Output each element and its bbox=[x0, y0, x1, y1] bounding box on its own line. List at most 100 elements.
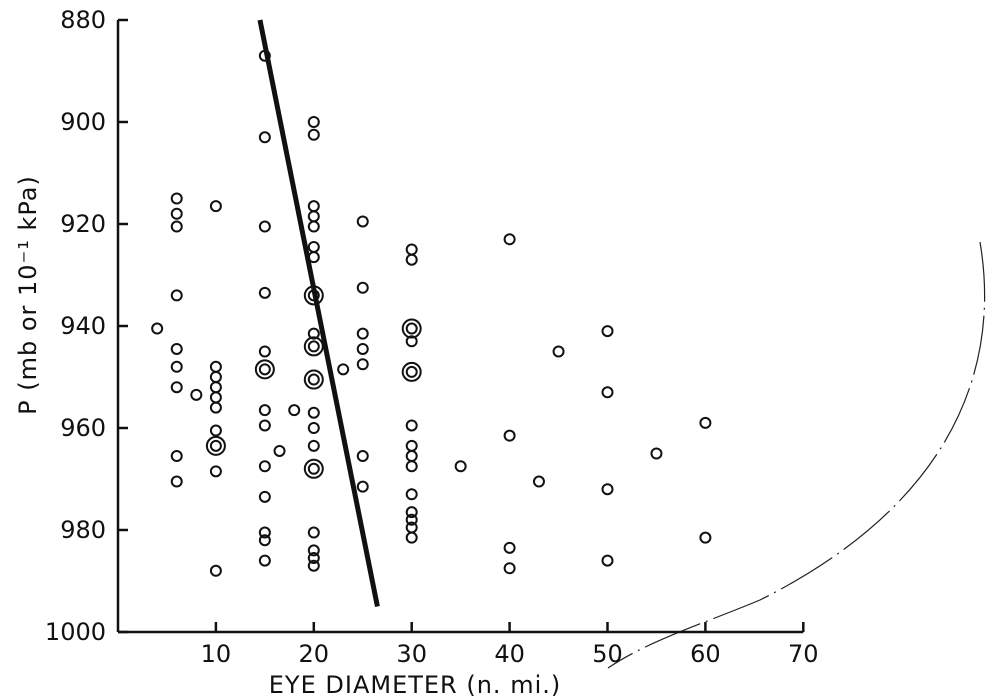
y-tick-label: 1000 bbox=[45, 618, 106, 646]
data-point bbox=[405, 335, 418, 348]
data-point bbox=[258, 526, 271, 539]
data-point bbox=[170, 381, 183, 394]
data-point-double bbox=[307, 373, 320, 386]
data-point bbox=[356, 327, 369, 340]
data-point bbox=[209, 360, 222, 373]
data-point bbox=[273, 444, 286, 457]
data-point bbox=[405, 253, 418, 266]
data-point bbox=[170, 289, 183, 302]
data-point bbox=[258, 131, 271, 144]
x-tick-label: 50 bbox=[592, 640, 623, 668]
data-point-double bbox=[405, 322, 418, 335]
scan-artifact-arc bbox=[607, 241, 986, 669]
data-point-outer-ring bbox=[303, 336, 324, 357]
data-point bbox=[356, 342, 369, 355]
data-point bbox=[209, 424, 222, 437]
data-point bbox=[307, 116, 320, 128]
data-point bbox=[170, 450, 183, 463]
x-tick-label: 70 bbox=[788, 640, 819, 668]
data-point bbox=[258, 534, 271, 547]
data-point bbox=[307, 210, 320, 223]
data-point-outer-ring bbox=[401, 361, 422, 382]
data-point-outer-ring bbox=[205, 435, 226, 456]
data-point bbox=[699, 531, 712, 544]
data-point-outer-ring bbox=[254, 359, 275, 380]
data-point bbox=[307, 406, 320, 419]
tick-marks bbox=[118, 18, 805, 634]
data-point bbox=[288, 404, 301, 417]
data-point bbox=[356, 450, 369, 463]
data-point-double bbox=[405, 365, 418, 378]
data-point-double bbox=[209, 439, 222, 452]
data-point bbox=[307, 240, 320, 253]
data-point-double bbox=[307, 462, 320, 475]
data-point bbox=[258, 220, 271, 233]
data-point bbox=[209, 465, 222, 478]
data-point bbox=[209, 371, 222, 383]
data-point bbox=[170, 360, 183, 373]
data-point bbox=[209, 564, 222, 577]
data-point bbox=[307, 327, 320, 340]
data-point bbox=[601, 325, 614, 338]
data-point bbox=[258, 286, 271, 299]
x-tick-label: 30 bbox=[396, 640, 427, 668]
data-point bbox=[503, 429, 516, 442]
data-point bbox=[307, 200, 320, 213]
data-point bbox=[307, 526, 320, 539]
data-point bbox=[356, 480, 369, 493]
data-point bbox=[503, 541, 516, 554]
data-point-outer-ring bbox=[303, 458, 324, 479]
data-point bbox=[503, 233, 516, 246]
data-point bbox=[307, 128, 320, 141]
data-point bbox=[190, 388, 203, 401]
data-point bbox=[405, 419, 418, 432]
data-point bbox=[258, 419, 271, 432]
data-point bbox=[405, 488, 418, 501]
data-point bbox=[209, 381, 222, 394]
y-tick-label: 880 bbox=[60, 6, 106, 34]
y-tick-labels: 880 900 920 940 960 980 1000 bbox=[45, 6, 106, 646]
x-tick-label: 20 bbox=[299, 640, 330, 668]
data-point bbox=[170, 220, 183, 233]
data-point bbox=[307, 439, 320, 452]
data-point bbox=[209, 401, 222, 414]
y-tick-label: 940 bbox=[60, 312, 106, 340]
data-point bbox=[258, 490, 271, 503]
y-tick-label: 960 bbox=[60, 414, 106, 442]
data-point bbox=[503, 562, 516, 575]
data-point bbox=[307, 552, 320, 565]
y-axis-label: P (mb or 10⁻¹ kPa) bbox=[14, 175, 42, 415]
data-point bbox=[258, 345, 271, 358]
data-point bbox=[405, 531, 418, 544]
y-tick-label: 900 bbox=[60, 108, 106, 136]
fit-line bbox=[257, 19, 380, 607]
data-point bbox=[405, 439, 418, 452]
data-point bbox=[307, 544, 320, 557]
data-point bbox=[170, 342, 183, 355]
data-point bbox=[601, 483, 614, 496]
data-point bbox=[601, 386, 614, 399]
data-point bbox=[405, 243, 418, 256]
x-tick-label: 60 bbox=[690, 640, 721, 668]
y-tick-label: 980 bbox=[60, 516, 106, 544]
data-point bbox=[601, 554, 614, 567]
data-point bbox=[699, 416, 712, 429]
data-point bbox=[307, 220, 320, 233]
data-point bbox=[151, 322, 164, 335]
fit-line-group bbox=[257, 19, 380, 607]
x-tick-label: 10 bbox=[201, 640, 232, 668]
scan-arc-curve bbox=[607, 241, 986, 669]
y-tick-label: 920 bbox=[60, 210, 106, 238]
data-point bbox=[170, 207, 183, 220]
x-axis-label: EYE DIAMETER (n. mi.) bbox=[269, 671, 561, 698]
data-point-outer-ring bbox=[303, 369, 324, 390]
data-point bbox=[170, 475, 183, 488]
data-point bbox=[258, 460, 271, 473]
data-point bbox=[356, 215, 369, 228]
data-point bbox=[552, 345, 565, 358]
data-point bbox=[170, 192, 183, 205]
data-points bbox=[151, 49, 712, 577]
data-point bbox=[532, 475, 545, 488]
data-point-double bbox=[258, 363, 271, 376]
